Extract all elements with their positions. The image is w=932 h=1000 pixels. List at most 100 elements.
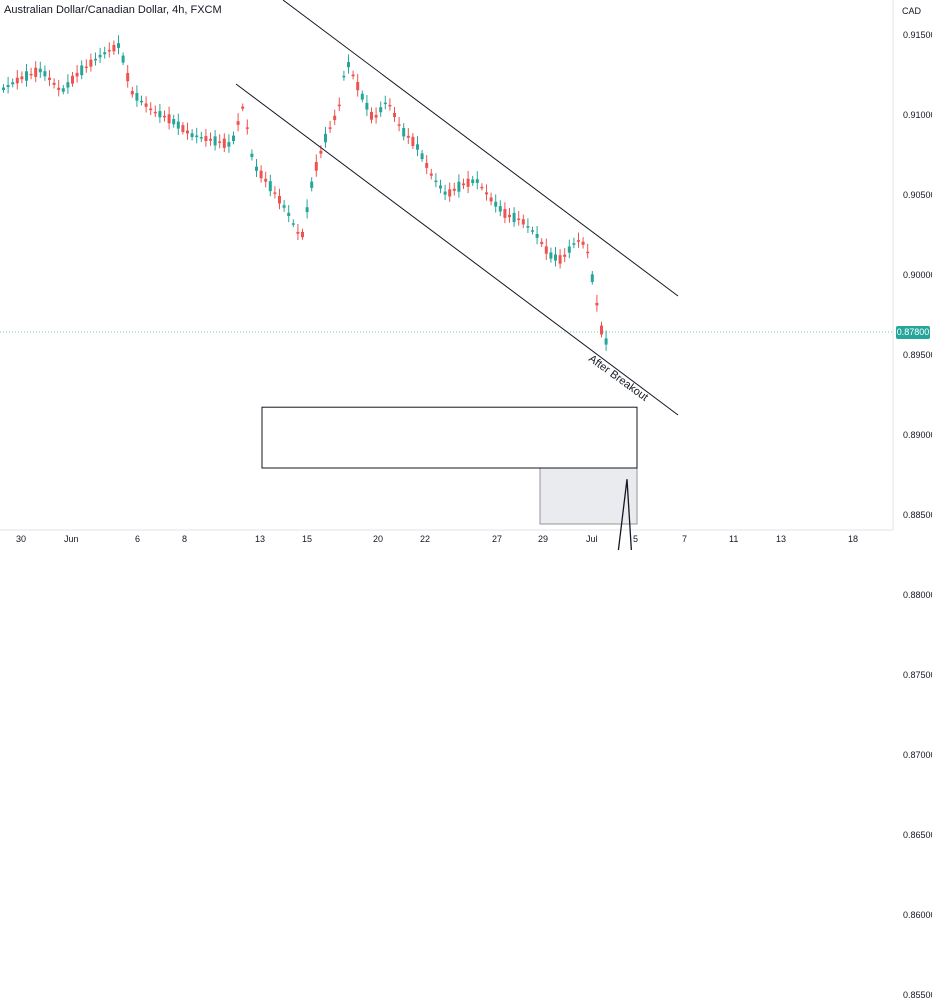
candle-body (342, 75, 346, 78)
chart-title: Australian Dollar/Canadian Dollar, 4h, F… (4, 4, 222, 16)
candle-body (416, 144, 419, 150)
candle-body (181, 125, 185, 132)
candle-body (521, 219, 525, 225)
candle-body (48, 77, 51, 80)
candle-body (195, 135, 199, 138)
channel-upper-line (282, 0, 679, 297)
candle-body (278, 195, 281, 204)
support-zone-upper (261, 406, 638, 469)
time-tick-label: 30 (16, 534, 27, 544)
candle-body (494, 201, 498, 207)
candle-body (176, 121, 180, 129)
candle-body (213, 136, 217, 146)
time-axis[interactable]: 30 Jun 6 8 13 15 20 22 27 29 Jul 5 7 11 13 18 (0, 530, 932, 550)
time-tick-label: 7 (682, 534, 688, 544)
time-tick-label: 13 (776, 534, 787, 544)
candle-body (199, 137, 203, 139)
time-tick-label: Jun (64, 534, 79, 544)
candle-body (52, 82, 56, 85)
candle-body (140, 100, 143, 103)
time-tick-label: 11 (729, 534, 739, 544)
candle-body (328, 127, 332, 129)
candle-body (572, 243, 576, 245)
candle-body (305, 207, 309, 213)
candle-body (232, 135, 235, 142)
candle-body (600, 325, 603, 335)
time-tick-label: 8 (182, 534, 188, 544)
candle-body (466, 178, 470, 187)
time-tick-label: 22 (420, 534, 431, 544)
candle-body (351, 74, 355, 77)
time-tick-label: Jul (586, 534, 598, 544)
candle-body (337, 104, 341, 107)
candle-body (273, 192, 277, 194)
candle-body (554, 254, 557, 261)
candle-body (264, 178, 268, 182)
candle-body (462, 183, 465, 186)
candle-body (287, 212, 291, 216)
candle-body (163, 115, 166, 118)
candle-body (485, 192, 488, 195)
candle-body (186, 130, 189, 134)
candle-body (443, 191, 447, 195)
candle-body (498, 206, 502, 212)
candle-body (439, 185, 442, 189)
candle-body (71, 75, 74, 84)
projection-path (617, 479, 633, 550)
candle-body (190, 133, 194, 138)
candle-body (103, 52, 107, 55)
candle-body (314, 162, 318, 171)
candle-body (347, 62, 350, 68)
candle-body (236, 121, 240, 125)
retest-zone (539, 467, 638, 525)
candle-body (301, 231, 304, 238)
candle-body (158, 111, 162, 118)
candle-body (319, 150, 323, 154)
candle-body (255, 166, 258, 171)
candle-body (38, 68, 42, 73)
time-tick-label: 15 (302, 534, 313, 544)
price-chart[interactable]: After Breakout (0, 0, 932, 550)
candle-body (512, 212, 516, 223)
candle-body (379, 107, 383, 113)
candle-body (383, 102, 387, 105)
candle-body (130, 90, 134, 95)
candle-body (112, 44, 116, 52)
candle-body (61, 88, 65, 92)
candle-body (43, 71, 47, 77)
candle-body (20, 76, 24, 80)
candle-body (558, 255, 562, 264)
candle-body (471, 179, 475, 184)
candle-body (126, 72, 130, 82)
candle-body (604, 338, 608, 345)
candle-body (324, 133, 327, 143)
candle-body (448, 189, 452, 197)
candle-body (135, 93, 139, 101)
candle-body (149, 108, 153, 111)
candle-body (489, 197, 493, 202)
candle-body (227, 142, 231, 147)
candle-body (25, 71, 28, 81)
candle-body (153, 111, 157, 114)
candle-body (540, 241, 544, 245)
candle-body (144, 103, 148, 107)
candle-body (457, 181, 461, 192)
candle-body (296, 231, 300, 234)
candle-body (475, 179, 479, 183)
candle-body (434, 180, 438, 183)
time-tick-label: 27 (492, 534, 503, 544)
candle-body (411, 136, 415, 146)
candle-body (595, 302, 599, 306)
time-tick-label: 20 (373, 534, 384, 544)
